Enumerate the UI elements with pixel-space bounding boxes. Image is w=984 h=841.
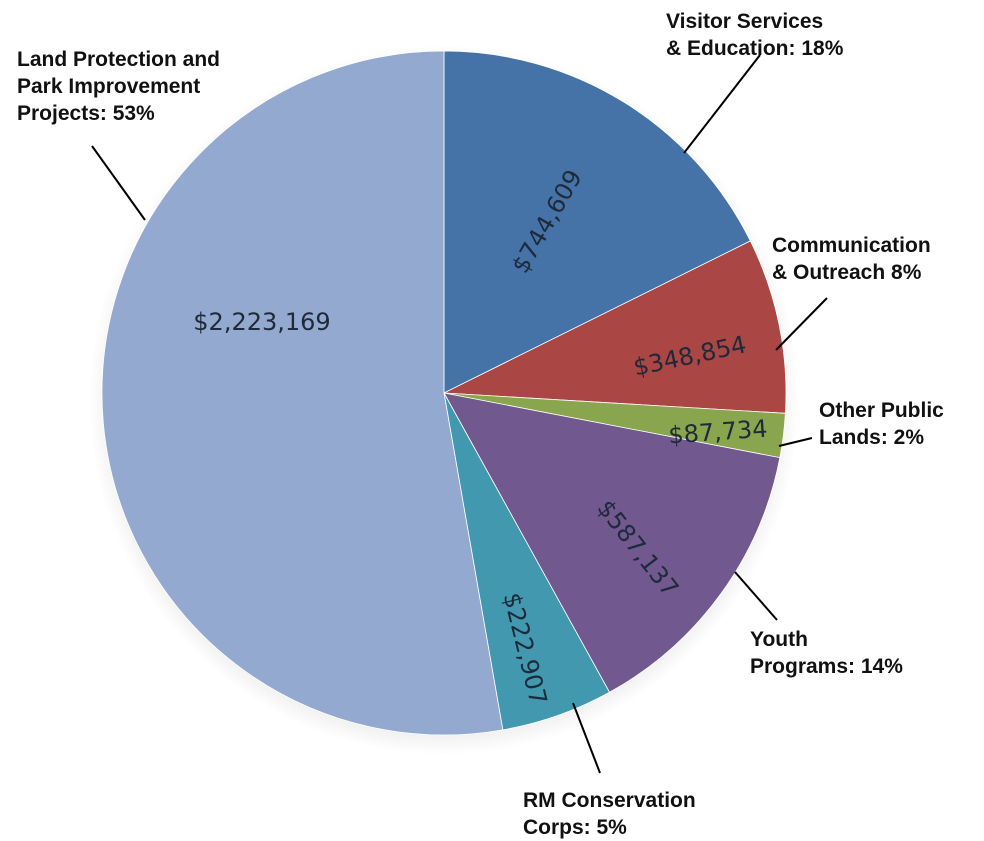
callout-labels: Visitor Services & Education: 18% Communic…	[17, 10, 944, 839]
slice-value-label-5: $2,223,169	[193, 308, 330, 336]
slice-callout-1: Communication & Outreach 8%	[772, 234, 931, 284]
leader-line-4	[572, 702, 601, 774]
slice-callout-line: & Education: 18%	[666, 37, 844, 60]
pie-slice-3	[443, 392, 781, 693]
slice-callout-line: Visitor Services	[666, 10, 823, 33]
slice-callout-line: Other Public	[819, 399, 944, 422]
slice-callout-line: Land Protection and	[17, 48, 220, 71]
slice-callout-3: Youth Programs: 14%	[750, 628, 903, 678]
slice-callout-5: Land Protection and Park Improvement Proje…	[17, 48, 220, 125]
leader-line-2	[778, 437, 813, 447]
slice-value-label-2: $87,734	[667, 415, 768, 450]
pie-slice-5	[101, 50, 504, 736]
pie-slices	[101, 50, 787, 736]
leader-line-1	[775, 297, 828, 351]
slice-callout-line: Lands: 2%	[819, 426, 924, 449]
leader-line-5	[91, 145, 146, 221]
leader-line-0	[683, 54, 761, 154]
slice-callout-4: RM Conservation Corps: 5%	[523, 789, 696, 839]
pie-slice-1	[442, 240, 787, 414]
slice-callout-line: RM Conservation	[523, 789, 696, 812]
leader-line-3	[734, 571, 778, 621]
slice-callout-line: Corps: 5%	[523, 816, 627, 839]
slice-callout-line: Projects: 53%	[17, 102, 155, 125]
pie-slice-0	[443, 50, 751, 394]
slice-callout-line: & Outreach 8%	[772, 261, 922, 284]
slice-callout-line: Programs: 14%	[750, 655, 903, 678]
slice-callout-2: Other Public Lands: 2%	[819, 399, 944, 449]
leader-lines	[91, 54, 828, 774]
slice-callout-line: Park Improvement	[17, 75, 200, 98]
slice-callout-line: Youth	[750, 628, 808, 651]
slice-callout-0: Visitor Services & Education: 18%	[666, 10, 844, 60]
slice-callout-line: Communication	[772, 234, 931, 257]
